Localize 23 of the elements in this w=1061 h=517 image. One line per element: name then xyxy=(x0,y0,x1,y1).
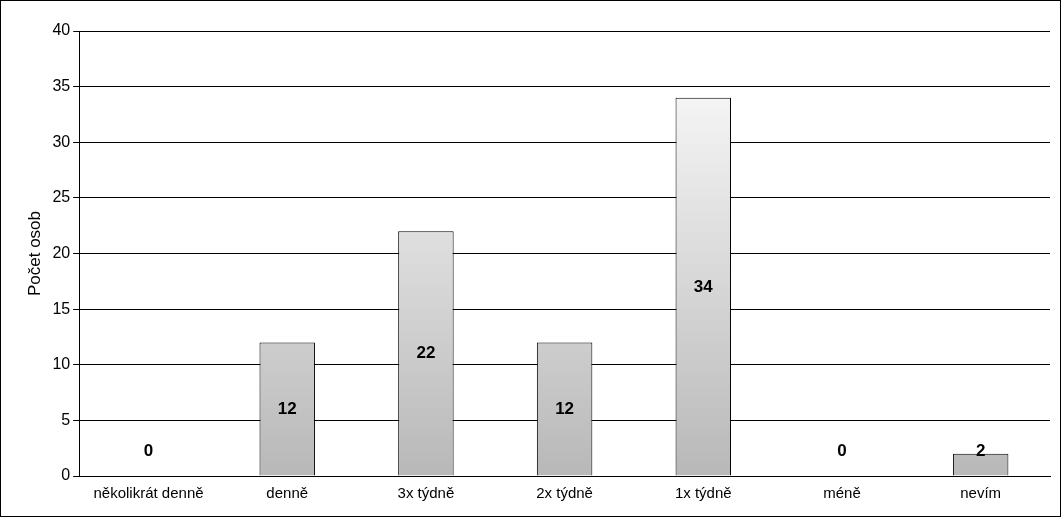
data-label: 0 xyxy=(143,440,154,460)
y-tick-label: 10 xyxy=(52,355,71,373)
data-label: 0 xyxy=(837,440,847,460)
x-tick-label: několikrát denně xyxy=(93,484,204,502)
y-axis-title: Počet osob xyxy=(24,210,44,297)
y-tick-label: 20 xyxy=(52,243,71,261)
x-tick-label: denně xyxy=(266,484,309,502)
x-tick-label: méně xyxy=(823,484,861,502)
x-tick-label: 3x týdně xyxy=(397,484,455,502)
data-label: 12 xyxy=(555,398,575,418)
data-label: 22 xyxy=(416,343,436,363)
y-tick-label: 35 xyxy=(52,77,71,95)
y-tick-label: 25 xyxy=(52,188,71,206)
y-tick-label: 30 xyxy=(52,132,71,150)
x-tick-label: nevím xyxy=(960,484,1002,502)
data-label: 12 xyxy=(277,398,297,418)
y-tick-label: 15 xyxy=(52,299,71,317)
x-tick-label: 2x týdně xyxy=(536,484,593,502)
y-tick-label: 5 xyxy=(61,410,71,428)
data-label: 34 xyxy=(693,276,714,296)
x-tick-label: 1x týdně xyxy=(674,484,732,502)
y-tick-label: 40 xyxy=(52,21,71,39)
y-tick-label: 0 xyxy=(61,466,71,484)
